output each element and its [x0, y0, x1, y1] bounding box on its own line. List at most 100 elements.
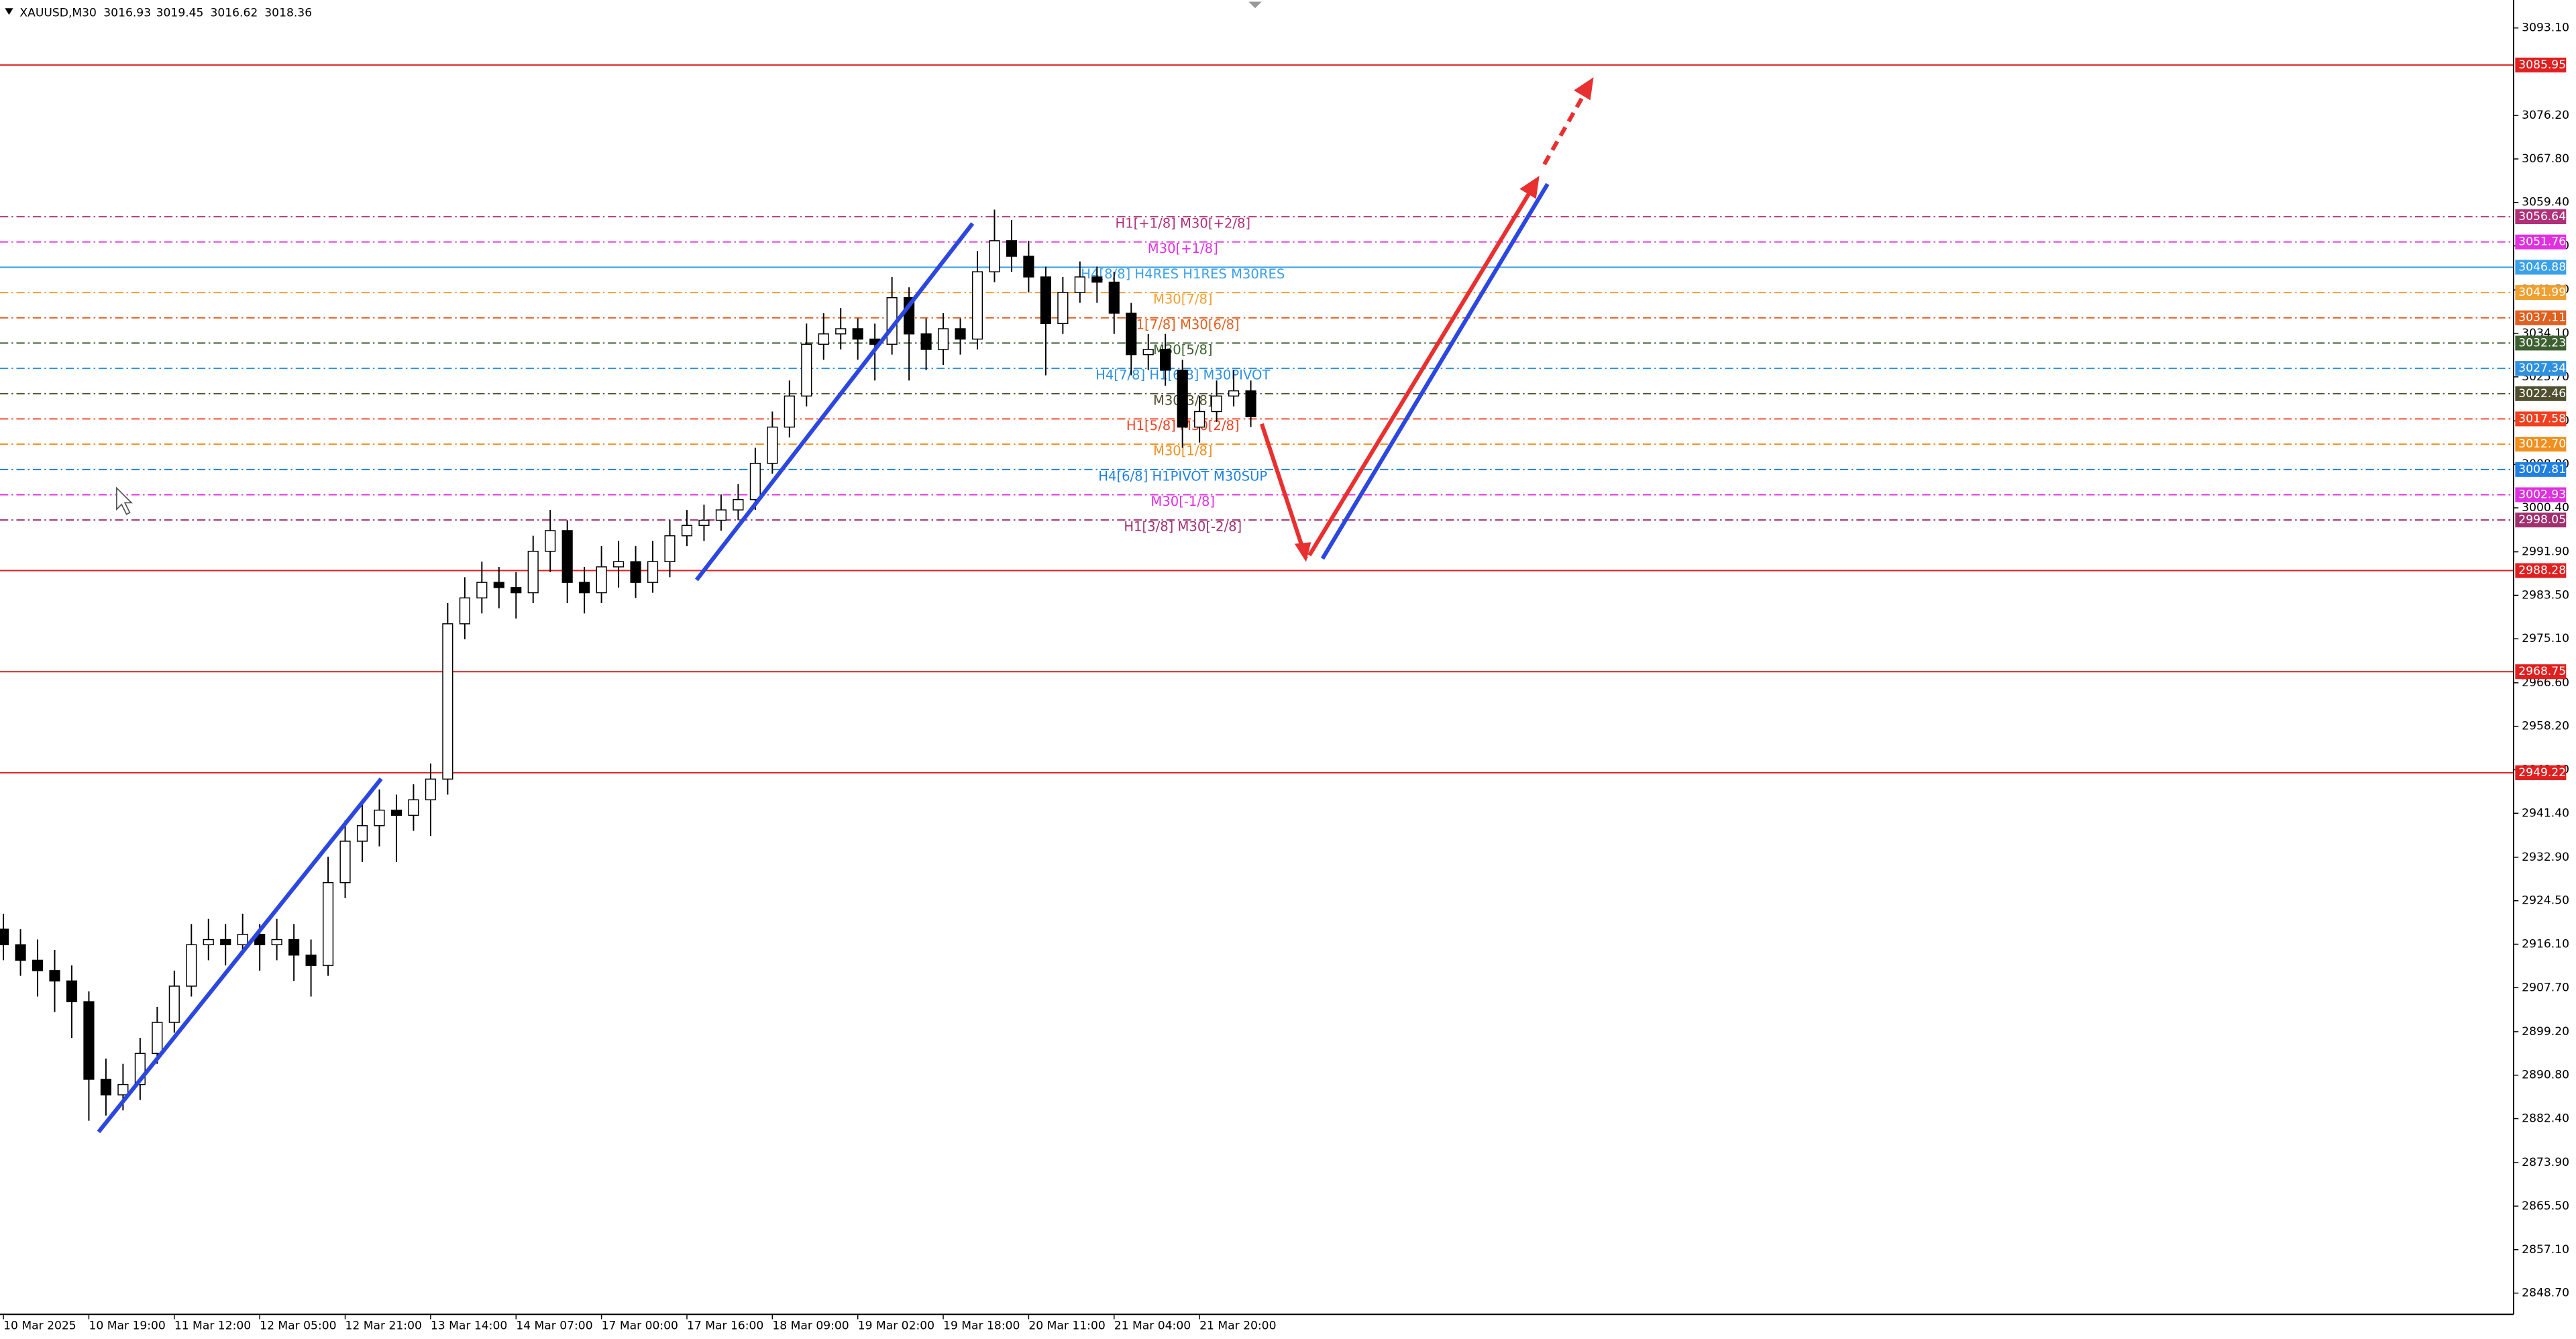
candle-body — [681, 525, 693, 537]
drawings — [97, 1, 1594, 1134]
candle-body — [527, 551, 539, 594]
arrow-head — [1519, 176, 1540, 199]
candle-body — [100, 1079, 112, 1095]
level-price-box — [2515, 260, 2567, 275]
x-tick-label: 13 Mar 14:00 — [431, 1319, 507, 1332]
level-price-label: 3046.88 — [2518, 260, 2566, 274]
y-tick-label: 2966.60 — [2522, 676, 2569, 690]
y-tick-label: 2848.70 — [2522, 1287, 2569, 1300]
candle-body — [1245, 390, 1256, 417]
level-price-label: 3041.99 — [2518, 286, 2566, 299]
candle-body — [425, 778, 436, 800]
level-name: H4[8/8] H4RES H1RES M30RES — [1081, 266, 1285, 282]
candle-body — [32, 959, 44, 971]
level-name: H4[6/8] H1PIVOT M30SUP — [1098, 468, 1267, 484]
x-tick-label: 14 Mar 07:00 — [516, 1319, 592, 1332]
candle-body — [390, 809, 402, 816]
x-tick-label: 10 Mar 2025 — [3, 1319, 76, 1332]
candle-body — [511, 587, 522, 594]
candle-body — [1194, 411, 1205, 428]
candle-body — [1091, 276, 1103, 283]
candle-body — [1228, 390, 1240, 397]
level-name: M30[7/8] — [1153, 292, 1213, 307]
candle-body — [647, 561, 659, 583]
candle-body — [356, 825, 368, 842]
candles — [0, 209, 1256, 1121]
level-name: H1[7/8] M30[6/8] — [1126, 317, 1240, 332]
level-price-label: 3027.34 — [2518, 362, 2566, 375]
candle-body — [83, 1001, 95, 1080]
level-price-box — [2515, 234, 2567, 250]
y-tick-label: 2857.10 — [2522, 1243, 2569, 1256]
candle-body — [1108, 281, 1120, 314]
level-price-label: 3002.93 — [2518, 488, 2566, 501]
scroll-marker — [1248, 1, 1262, 9]
level-price-box — [2515, 310, 2567, 325]
y-tick-label: 2882.40 — [2522, 1112, 2569, 1126]
level-price-box — [2515, 386, 2567, 401]
x-tick-label: 17 Mar 16:00 — [687, 1319, 763, 1332]
y-tick-label: 2890.80 — [2522, 1069, 2569, 1082]
level-price-box — [2515, 361, 2567, 376]
candle-body — [835, 328, 847, 335]
candle-body — [784, 395, 795, 428]
y-tick-label: 2916.10 — [2522, 938, 2569, 951]
level-price-box — [2515, 513, 2567, 528]
level-price-label: 3012.70 — [2518, 437, 2566, 451]
level-price-label: 2949.22 — [2518, 766, 2566, 780]
level-price-box — [2515, 335, 2567, 351]
level-price-label: 3032.23 — [2518, 336, 2566, 350]
candle-body — [749, 462, 761, 500]
y-tick-label: 2975.10 — [2522, 632, 2569, 645]
level-name: M30[1/8] — [1153, 443, 1213, 459]
y-tick-label: 2924.50 — [2522, 894, 2569, 908]
candle-body — [203, 939, 214, 946]
arrow-head — [1574, 77, 1594, 101]
level-price-box — [2515, 664, 2567, 680]
candle-body — [579, 582, 590, 594]
level-price-box — [2515, 462, 2567, 477]
level-price-label: 3037.11 — [2518, 311, 2566, 325]
candle-body — [733, 498, 744, 511]
level-price-box — [2515, 57, 2567, 72]
candle-body — [715, 509, 727, 521]
level-price-box — [2515, 487, 2567, 502]
y-tick-label: 2991.90 — [2522, 545, 2569, 559]
forecast-arrow — [1542, 91, 1587, 166]
x-tick-label: 10 Mar 19:00 — [89, 1319, 165, 1332]
y-tick-label: 2932.90 — [2522, 851, 2569, 864]
candle-body — [408, 799, 419, 816]
level-price-label: 3017.58 — [2518, 412, 2566, 425]
candle-body — [0, 928, 9, 946]
quote-value: 3016.62 — [210, 7, 258, 20]
candle-body — [1006, 240, 1018, 257]
arrow-head — [1294, 542, 1311, 562]
candle-body — [801, 343, 812, 397]
trend-line — [1320, 182, 1550, 560]
symbol-menu[interactable] — [5, 8, 13, 15]
level-price-label: 3022.46 — [2518, 387, 2566, 400]
x-tick-label: 21 Mar 20:00 — [1199, 1319, 1276, 1332]
forecast-arrow — [1307, 186, 1535, 557]
y-tick-label: 3059.40 — [2522, 196, 2569, 209]
y-tick-label: 2865.50 — [2522, 1199, 2569, 1213]
candle-body — [955, 328, 966, 340]
quote-value: 3016.93 — [103, 7, 151, 20]
candle-body — [989, 240, 1000, 272]
candle-body — [818, 333, 829, 345]
x-tick-label: 18 Mar 09:00 — [772, 1319, 849, 1332]
level-price-box — [2515, 563, 2567, 578]
level-price-label: 3051.76 — [2518, 235, 2566, 249]
symbol: XAUUSD,M30 — [19, 7, 97, 20]
x-tick-label: 11 Mar 12:00 — [174, 1319, 251, 1332]
candle-body — [49, 970, 60, 982]
candle-body — [1023, 256, 1034, 278]
candle-body — [322, 881, 334, 966]
candle-body — [186, 944, 197, 987]
y-tick-label: 2899.20 — [2522, 1025, 2569, 1038]
candle-body — [271, 939, 282, 946]
candle-body — [1040, 276, 1051, 325]
quote-value: 3019.45 — [156, 7, 204, 20]
candle-body — [442, 623, 453, 780]
